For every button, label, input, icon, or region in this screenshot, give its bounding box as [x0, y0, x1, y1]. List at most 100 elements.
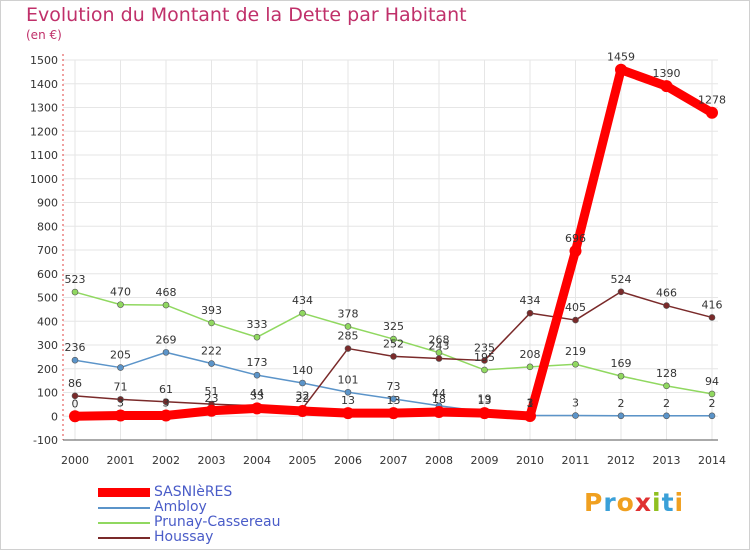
data-point-prunay-cassereau: [299, 309, 306, 317]
x-tick-label: 2013: [653, 454, 681, 467]
x-tick-label: 2008: [425, 454, 453, 467]
y-tick-label: 800: [37, 220, 58, 233]
data-label-sasnieres: 13: [478, 394, 492, 407]
data-label-ambloy: 205: [110, 349, 131, 362]
y-tick-label: 0: [51, 410, 58, 423]
data-label-sasnieres: 18: [432, 393, 446, 406]
data-point-houssay: [526, 309, 534, 317]
data-label-ambloy: 3: [527, 397, 534, 410]
data-label-houssay: 86: [68, 377, 82, 390]
legend-item-ambloy: Ambloy: [98, 500, 398, 515]
x-tick-label: 2004: [243, 454, 271, 467]
data-point-sasnieres: [478, 407, 491, 420]
data-point-prunay-cassereau: [572, 360, 579, 368]
data-point-houssay: [435, 355, 443, 362]
x-tick-label: 2010: [516, 454, 544, 467]
legend-label: Ambloy: [154, 499, 207, 515]
logo-letter: x: [634, 488, 652, 517]
x-tick-label: 2005: [289, 454, 317, 467]
legend-item-sasnieres: SASNIèRES: [98, 485, 398, 500]
data-label-sasnieres: 13: [387, 394, 401, 407]
data-label-sasnieres: 3: [117, 397, 124, 410]
data-point-houssay: [708, 314, 716, 321]
data-point-houssay: [663, 302, 670, 309]
data-point-sasnieres: [296, 405, 309, 418]
data-point-houssay: [481, 357, 488, 364]
data-point-prunay-cassereau: [253, 333, 261, 341]
data-point-houssay: [344, 345, 352, 352]
data-point-sasnieres: [114, 409, 127, 422]
data-label-houssay: 51: [205, 385, 219, 398]
data-label-sasnieres: 23: [205, 392, 219, 405]
data-point-ambloy: [708, 412, 716, 420]
data-label-sasnieres: 1390: [653, 67, 681, 80]
legend: SASNIèRES Ambloy Prunay-Cassereau Houssa…: [98, 485, 398, 545]
data-point-sasnieres: [69, 410, 81, 423]
data-point-sasnieres: [615, 63, 627, 76]
data-point-sasnieres: [160, 409, 172, 422]
data-label-sasnieres: 1278: [698, 94, 726, 107]
data-label-ambloy: 140: [292, 364, 313, 377]
data-label-ambloy: 44: [432, 387, 446, 400]
data-point-prunay-cassereau: [526, 363, 534, 371]
y-tick-label: 200: [37, 363, 58, 376]
data-label-prunay-cassereau: 378: [338, 307, 359, 320]
data-point-houssay: [162, 398, 170, 406]
data-point-prunay-cassereau: [481, 366, 488, 374]
y-tick-label: 500: [37, 292, 58, 305]
x-tick-label: 2006: [334, 454, 362, 467]
data-point-prunay-cassereau: [117, 301, 124, 308]
data-point-ambloy: [572, 412, 579, 419]
legend-label: Houssay: [154, 529, 214, 545]
data-label-houssay: 61: [159, 383, 173, 396]
y-tick-label: 700: [37, 244, 58, 257]
legend-swatch: [98, 488, 150, 497]
data-label-ambloy: 73: [387, 380, 401, 393]
data-point-houssay: [390, 353, 397, 360]
data-label-ambloy: 2: [663, 397, 670, 410]
data-point-ambloy: [253, 371, 261, 379]
data-label-prunay-cassereau: 208: [520, 348, 541, 361]
legend-swatch: [98, 507, 150, 509]
legend-item-prunay: Prunay-Cassereau: [98, 515, 398, 530]
data-label-prunay-cassereau: 128: [656, 367, 677, 380]
data-label-prunay-cassereau: 325: [383, 320, 404, 333]
data-label-ambloy: 236: [65, 341, 86, 354]
data-label-prunay-cassereau: 268: [429, 334, 450, 347]
x-tick-label: 2001: [107, 454, 135, 467]
data-label-houssay: 285: [338, 330, 359, 343]
data-label-prunay-cassereau: 434: [292, 294, 313, 307]
data-label-ambloy: 2: [709, 397, 716, 410]
logo-letter: r: [603, 488, 617, 517]
data-label-houssay: 71: [114, 380, 128, 393]
proxiti-logo: Proxiti: [584, 488, 684, 517]
x-tick-label: 2012: [607, 454, 635, 467]
logo-letter: t: [661, 488, 675, 517]
data-label-ambloy: 2: [618, 397, 625, 410]
data-point-sasnieres: [569, 244, 582, 257]
data-point-houssay: [617, 288, 625, 296]
data-point-prunay-cassereau: [663, 382, 670, 390]
data-point-ambloy: [117, 364, 124, 371]
data-point-ambloy: [162, 349, 170, 356]
y-tick-label: 1400: [30, 78, 58, 91]
y-tick-label: 900: [37, 197, 58, 210]
data-point-houssay: [117, 396, 124, 403]
data-point-houssay: [572, 316, 579, 324]
data-point-sasnieres: [342, 407, 354, 420]
data-point-ambloy: [390, 395, 397, 403]
y-tick-label: 1000: [30, 173, 58, 186]
data-label-prunay-cassereau: 219: [565, 345, 586, 358]
data-point-houssay: [71, 392, 79, 400]
data-label-sasnieres: 22: [296, 392, 310, 405]
data-label-prunay-cassereau: 169: [611, 357, 632, 370]
data-point-sasnieres: [660, 80, 673, 93]
data-label-houssay: 466: [656, 287, 677, 300]
x-tick-label: 2000: [61, 454, 89, 467]
legend-swatch: [98, 537, 150, 539]
y-tick-label: -100: [33, 434, 58, 447]
data-point-sasnieres: [433, 405, 445, 418]
data-label-houssay: 235: [474, 341, 495, 354]
data-label-houssay: 32: [296, 390, 310, 403]
